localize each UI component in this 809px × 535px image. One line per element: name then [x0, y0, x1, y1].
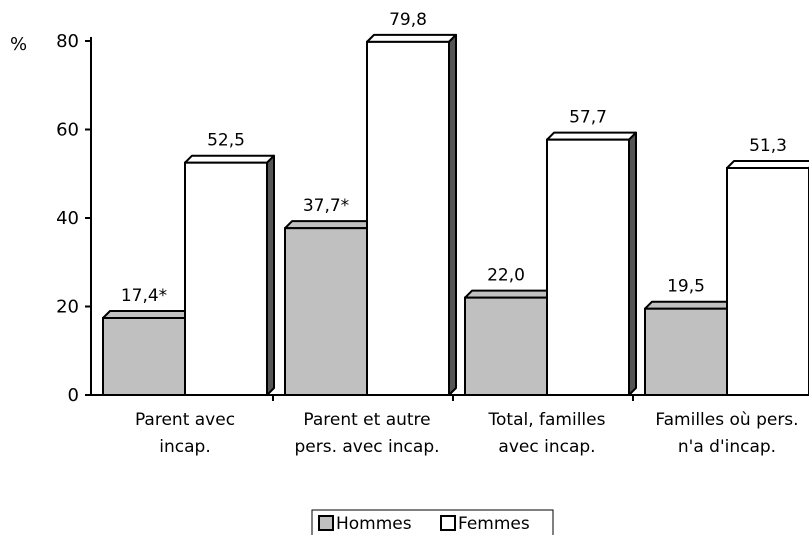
x-category-label: Parent et autre	[303, 410, 430, 430]
y-unit-label: %	[10, 34, 27, 55]
x-category-label: Total, familles	[488, 410, 606, 430]
bar-hommes	[464, 289, 555, 396]
data-label: 52,5	[207, 131, 245, 151]
legend: Hommes Femmes	[311, 509, 554, 535]
bar-hommes	[102, 310, 193, 397]
y-tick-label: 60	[56, 120, 79, 141]
y-tick-label: 20	[56, 297, 79, 318]
legend-box	[311, 509, 554, 535]
data-label: 37,7*	[303, 196, 349, 216]
legend-label-femmes: Femmes	[458, 514, 530, 534]
bar-hommes	[644, 300, 735, 396]
data-label: 57,7	[569, 108, 607, 128]
y-tick-label: 80	[56, 31, 79, 52]
bar-femmes	[726, 159, 809, 396]
x-category-label: incap.	[159, 437, 210, 457]
data-label: 51,3	[749, 136, 787, 156]
x-category-label: pers. avec incap.	[294, 437, 439, 457]
legend-label-hommes: Hommes	[336, 514, 412, 534]
y-tick-label: 40	[56, 208, 79, 229]
bar-femmes	[366, 33, 457, 396]
bar-femmes	[184, 154, 275, 396]
data-label: 19,5	[667, 277, 705, 297]
data-label: 17,4*	[121, 286, 167, 306]
data-label: 22,0	[487, 266, 525, 286]
x-category-label: avec incap.	[498, 437, 595, 457]
bar-femmes	[546, 131, 637, 396]
bar-hommes	[284, 220, 375, 396]
bars	[102, 33, 809, 397]
axes: 0 20 40 60 80 Parent avec incap. Parent et autr…	[56, 31, 809, 457]
x-category-label: Familles où pers.	[655, 410, 798, 430]
legend-swatch-hommes	[318, 515, 334, 531]
legend-swatch-femmes	[440, 515, 456, 531]
data-labels: 17,4* 52,5 37,7* 79,8 22,0 57,7 19,5 51,3	[121, 10, 787, 306]
x-category-label: Parent avec	[135, 410, 235, 430]
x-category-label: n'a d'incap.	[678, 437, 776, 457]
data-label: 79,8	[389, 10, 427, 30]
y-tick-label: 0	[68, 385, 79, 406]
